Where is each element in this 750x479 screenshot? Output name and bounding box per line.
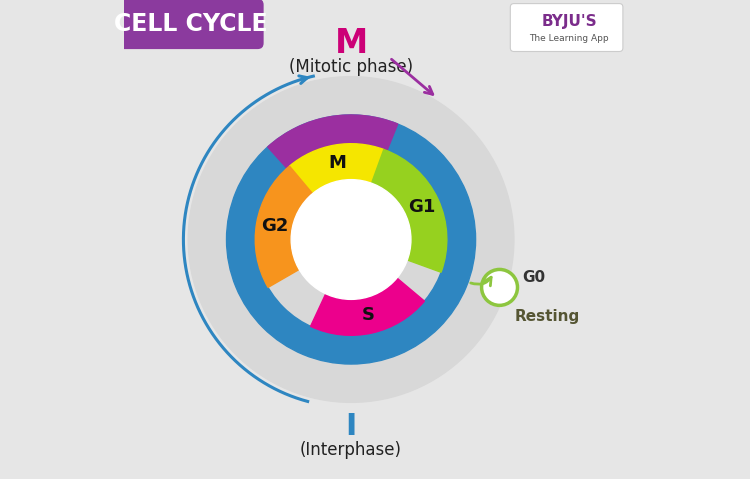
- Text: M: M: [334, 27, 368, 59]
- Text: G1: G1: [408, 198, 435, 216]
- Wedge shape: [226, 115, 476, 364]
- Text: G2: G2: [261, 217, 288, 235]
- Circle shape: [200, 89, 502, 390]
- Wedge shape: [351, 149, 447, 272]
- Wedge shape: [310, 240, 424, 335]
- Text: CELL CYCLE: CELL CYCLE: [114, 12, 268, 36]
- Circle shape: [212, 101, 490, 378]
- Text: I: I: [345, 412, 357, 441]
- FancyBboxPatch shape: [118, 0, 264, 49]
- Circle shape: [482, 269, 518, 306]
- Text: M: M: [328, 154, 346, 172]
- FancyBboxPatch shape: [510, 4, 623, 52]
- Text: The Learning App: The Learning App: [530, 34, 609, 43]
- Wedge shape: [290, 144, 384, 240]
- Text: BYJU'S: BYJU'S: [542, 14, 597, 29]
- Circle shape: [188, 77, 514, 402]
- Wedge shape: [268, 115, 398, 168]
- Text: (Interphase): (Interphase): [300, 441, 402, 459]
- Text: (Mitotic phase): (Mitotic phase): [289, 58, 413, 76]
- Text: G0: G0: [522, 270, 545, 285]
- Wedge shape: [255, 166, 351, 287]
- Text: S: S: [362, 307, 374, 324]
- Text: Resting: Resting: [515, 308, 580, 324]
- Circle shape: [291, 180, 411, 299]
